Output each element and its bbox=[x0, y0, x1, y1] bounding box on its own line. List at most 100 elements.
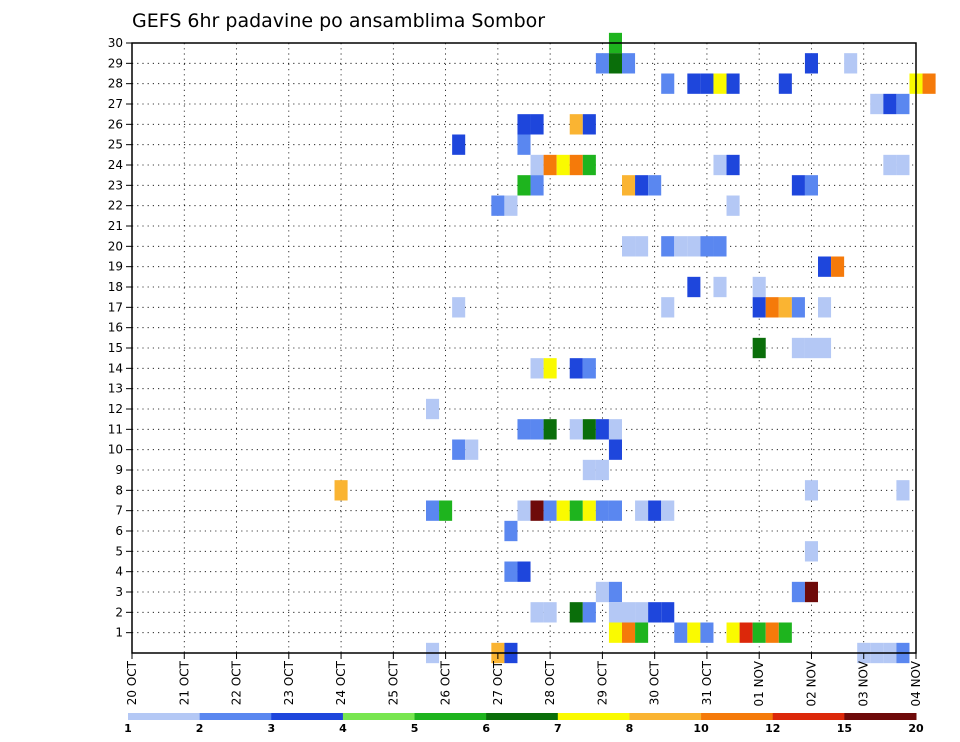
legend-swatch bbox=[701, 713, 774, 720]
heatmap-cell bbox=[582, 419, 596, 440]
heatmap-cell bbox=[569, 419, 583, 440]
heatmap-cell bbox=[608, 53, 622, 74]
heatmap-cell bbox=[530, 114, 544, 135]
y-tick-label: 27 bbox=[108, 97, 123, 111]
heatmap-cell bbox=[622, 53, 636, 74]
heatmap-cell bbox=[661, 73, 675, 94]
heatmap-cell bbox=[635, 602, 649, 623]
heatmap-cell bbox=[804, 175, 818, 196]
heatmap-cell bbox=[465, 439, 479, 460]
x-tick-label: 04 NOV bbox=[909, 660, 923, 706]
x-tick-label: 03 NOV bbox=[857, 660, 871, 706]
heatmap-cell bbox=[504, 561, 518, 582]
heatmap-cell bbox=[582, 459, 596, 481]
heatmap-cell bbox=[818, 256, 832, 277]
heatmap-cell bbox=[595, 459, 609, 481]
heatmap-cell bbox=[922, 73, 936, 94]
legend-swatch bbox=[844, 713, 917, 720]
heatmap-cell bbox=[608, 419, 622, 440]
heatmap-cell bbox=[504, 520, 518, 542]
heatmap-cell bbox=[622, 602, 636, 623]
heatmap-cell bbox=[582, 114, 596, 135]
heatmap-cell bbox=[791, 581, 805, 603]
heatmap-cell bbox=[700, 236, 714, 257]
heatmap-cell bbox=[687, 622, 701, 643]
y-tick-label: 8 bbox=[115, 483, 123, 497]
heatmap-cell bbox=[778, 622, 792, 643]
heatmap-cell bbox=[804, 581, 818, 603]
heatmap-cell bbox=[569, 500, 583, 521]
y-tick-label: 20 bbox=[108, 239, 123, 253]
color-legend: 1 2 3 4 5 6 7 8 10 12 15 20 bbox=[124, 713, 924, 735]
heatmap-cell bbox=[804, 53, 818, 74]
legend-swatch bbox=[629, 713, 702, 720]
x-tick-label: 21 OCT bbox=[177, 660, 191, 705]
heatmap-cell bbox=[896, 154, 910, 176]
x-tick-label: 02 NOV bbox=[804, 660, 818, 706]
y-tick-label: 7 bbox=[115, 504, 123, 518]
heatmap-cell bbox=[530, 419, 544, 440]
heatmap-cell bbox=[543, 358, 557, 379]
y-tick-label: 24 bbox=[108, 158, 123, 172]
heatmap-cell bbox=[608, 439, 622, 460]
heatmap-cell bbox=[831, 256, 845, 277]
y-tick-label: 16 bbox=[108, 321, 123, 335]
heatmap-cell bbox=[674, 622, 688, 643]
heatmap-cell bbox=[530, 154, 544, 176]
x-tick-label: 01 NOV bbox=[752, 660, 766, 706]
x-tick-label: 31 OCT bbox=[700, 660, 714, 705]
heatmap-cell bbox=[517, 419, 531, 440]
heatmap-cell bbox=[635, 500, 649, 521]
heatmap-cell bbox=[595, 581, 609, 603]
x-tick-label: 26 OCT bbox=[439, 660, 453, 705]
grid-lines bbox=[132, 43, 916, 653]
x-axis: 20 OCT 21 OCT 22 OCT 23 OCT 24 OCT 25 OCT 26 O… bbox=[125, 653, 923, 707]
heatmap-cell bbox=[334, 480, 348, 501]
heatmap-cell bbox=[452, 297, 466, 318]
heatmap-cell bbox=[595, 53, 609, 74]
heatmap-cell bbox=[491, 195, 505, 216]
y-tick-label: 11 bbox=[108, 422, 123, 436]
x-tick-label: 22 OCT bbox=[230, 660, 244, 705]
heatmap-cell bbox=[844, 53, 858, 74]
heatmap-cell bbox=[622, 236, 636, 257]
heatmap-cell bbox=[804, 541, 818, 562]
x-tick-label: 20 OCT bbox=[125, 660, 139, 705]
heatmap-cell bbox=[687, 236, 701, 257]
heatmap-cell bbox=[765, 297, 779, 318]
heatmap-cell bbox=[713, 236, 727, 257]
y-tick-label: 17 bbox=[108, 300, 123, 314]
y-tick-label: 26 bbox=[108, 117, 123, 131]
x-tick-label: 27 OCT bbox=[491, 660, 505, 705]
heatmap-cell bbox=[517, 500, 531, 521]
heatmap-cell bbox=[530, 602, 544, 623]
legend-swatch bbox=[557, 713, 630, 720]
heatmap-cell bbox=[700, 73, 714, 94]
heatmap-cells bbox=[334, 32, 936, 664]
legend-label: 4 bbox=[339, 722, 347, 735]
heatmap-cell bbox=[752, 622, 766, 643]
legend-swatch bbox=[414, 713, 487, 720]
heatmap-cell bbox=[595, 500, 609, 521]
heatmap-cell bbox=[778, 73, 792, 94]
x-tick-label: 28 OCT bbox=[543, 660, 557, 705]
heatmap-cell bbox=[452, 134, 466, 155]
heatmap-cell bbox=[543, 154, 557, 176]
y-tick-label: 10 bbox=[108, 443, 123, 457]
heatmap-cell bbox=[517, 175, 531, 196]
heatmap-cell bbox=[648, 602, 662, 623]
legend-label: 10 bbox=[693, 722, 709, 735]
y-tick-label: 21 bbox=[108, 219, 123, 233]
x-tick-label: 24 OCT bbox=[334, 660, 348, 705]
y-tick-label: 14 bbox=[108, 361, 123, 375]
heatmap-cell bbox=[791, 337, 805, 359]
heatmap-cell bbox=[870, 93, 884, 115]
x-tick-label: 29 OCT bbox=[595, 660, 609, 705]
y-tick-label: 6 bbox=[115, 524, 123, 538]
heatmap-cell bbox=[726, 622, 740, 643]
heatmap-cell bbox=[713, 73, 727, 94]
heatmap-cell bbox=[804, 480, 818, 501]
y-tick-label: 15 bbox=[108, 341, 123, 355]
heatmap-cell bbox=[648, 500, 662, 521]
heatmap-cell bbox=[661, 602, 675, 623]
